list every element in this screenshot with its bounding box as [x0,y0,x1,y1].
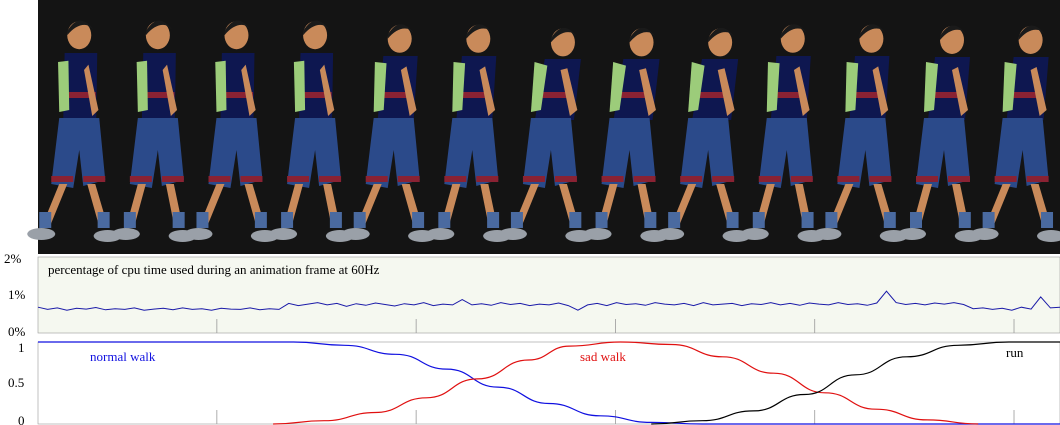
character-pose [583,27,669,242]
blend-ytick-1: 1 [18,340,25,355]
cpu-usage-panel: percentage of cpu time used during an an… [4,251,1060,339]
character-pose [498,27,594,242]
character-pose [740,24,826,242]
character-pose [970,25,1060,242]
character-animation-strip [27,0,1060,254]
cpu-usage-line [37,290,1060,311]
sad-walk-curve [273,341,979,425]
walk-pose-sequence [27,20,1060,242]
character-pose [184,20,279,242]
character-pose [656,27,751,242]
blend-panel-frame [37,341,1060,425]
character-pose [341,24,437,242]
normal-walk-label: normal walk [90,349,156,364]
cpu-ytick-1: 1% [8,287,26,302]
run-label: run [1006,345,1024,360]
cpu-ytick-2: 2% [4,251,22,266]
character-pose [898,25,983,242]
cpu-ytick-0: 0% [8,324,26,339]
blend-ytick-0: 0 [18,413,25,425]
run-curve [651,341,1060,425]
character-pose [111,20,197,242]
blend-weight-panel: 1 0.5 0 normal walk sad walk run [8,340,1060,425]
cpu-panel-title: percentage of cpu time used during an an… [48,262,380,277]
character-pose [813,24,908,242]
sad-walk-label: sad walk [580,349,626,364]
character-pose [269,20,354,242]
normal-walk-curve [37,341,1060,425]
blend-curves [37,341,1060,425]
blend-ytick-half: 0.5 [8,375,24,390]
character-pose [426,24,512,242]
cpu-x-ticks [216,319,1015,333]
character-pose [27,20,122,242]
blend-x-ticks [216,410,1015,424]
